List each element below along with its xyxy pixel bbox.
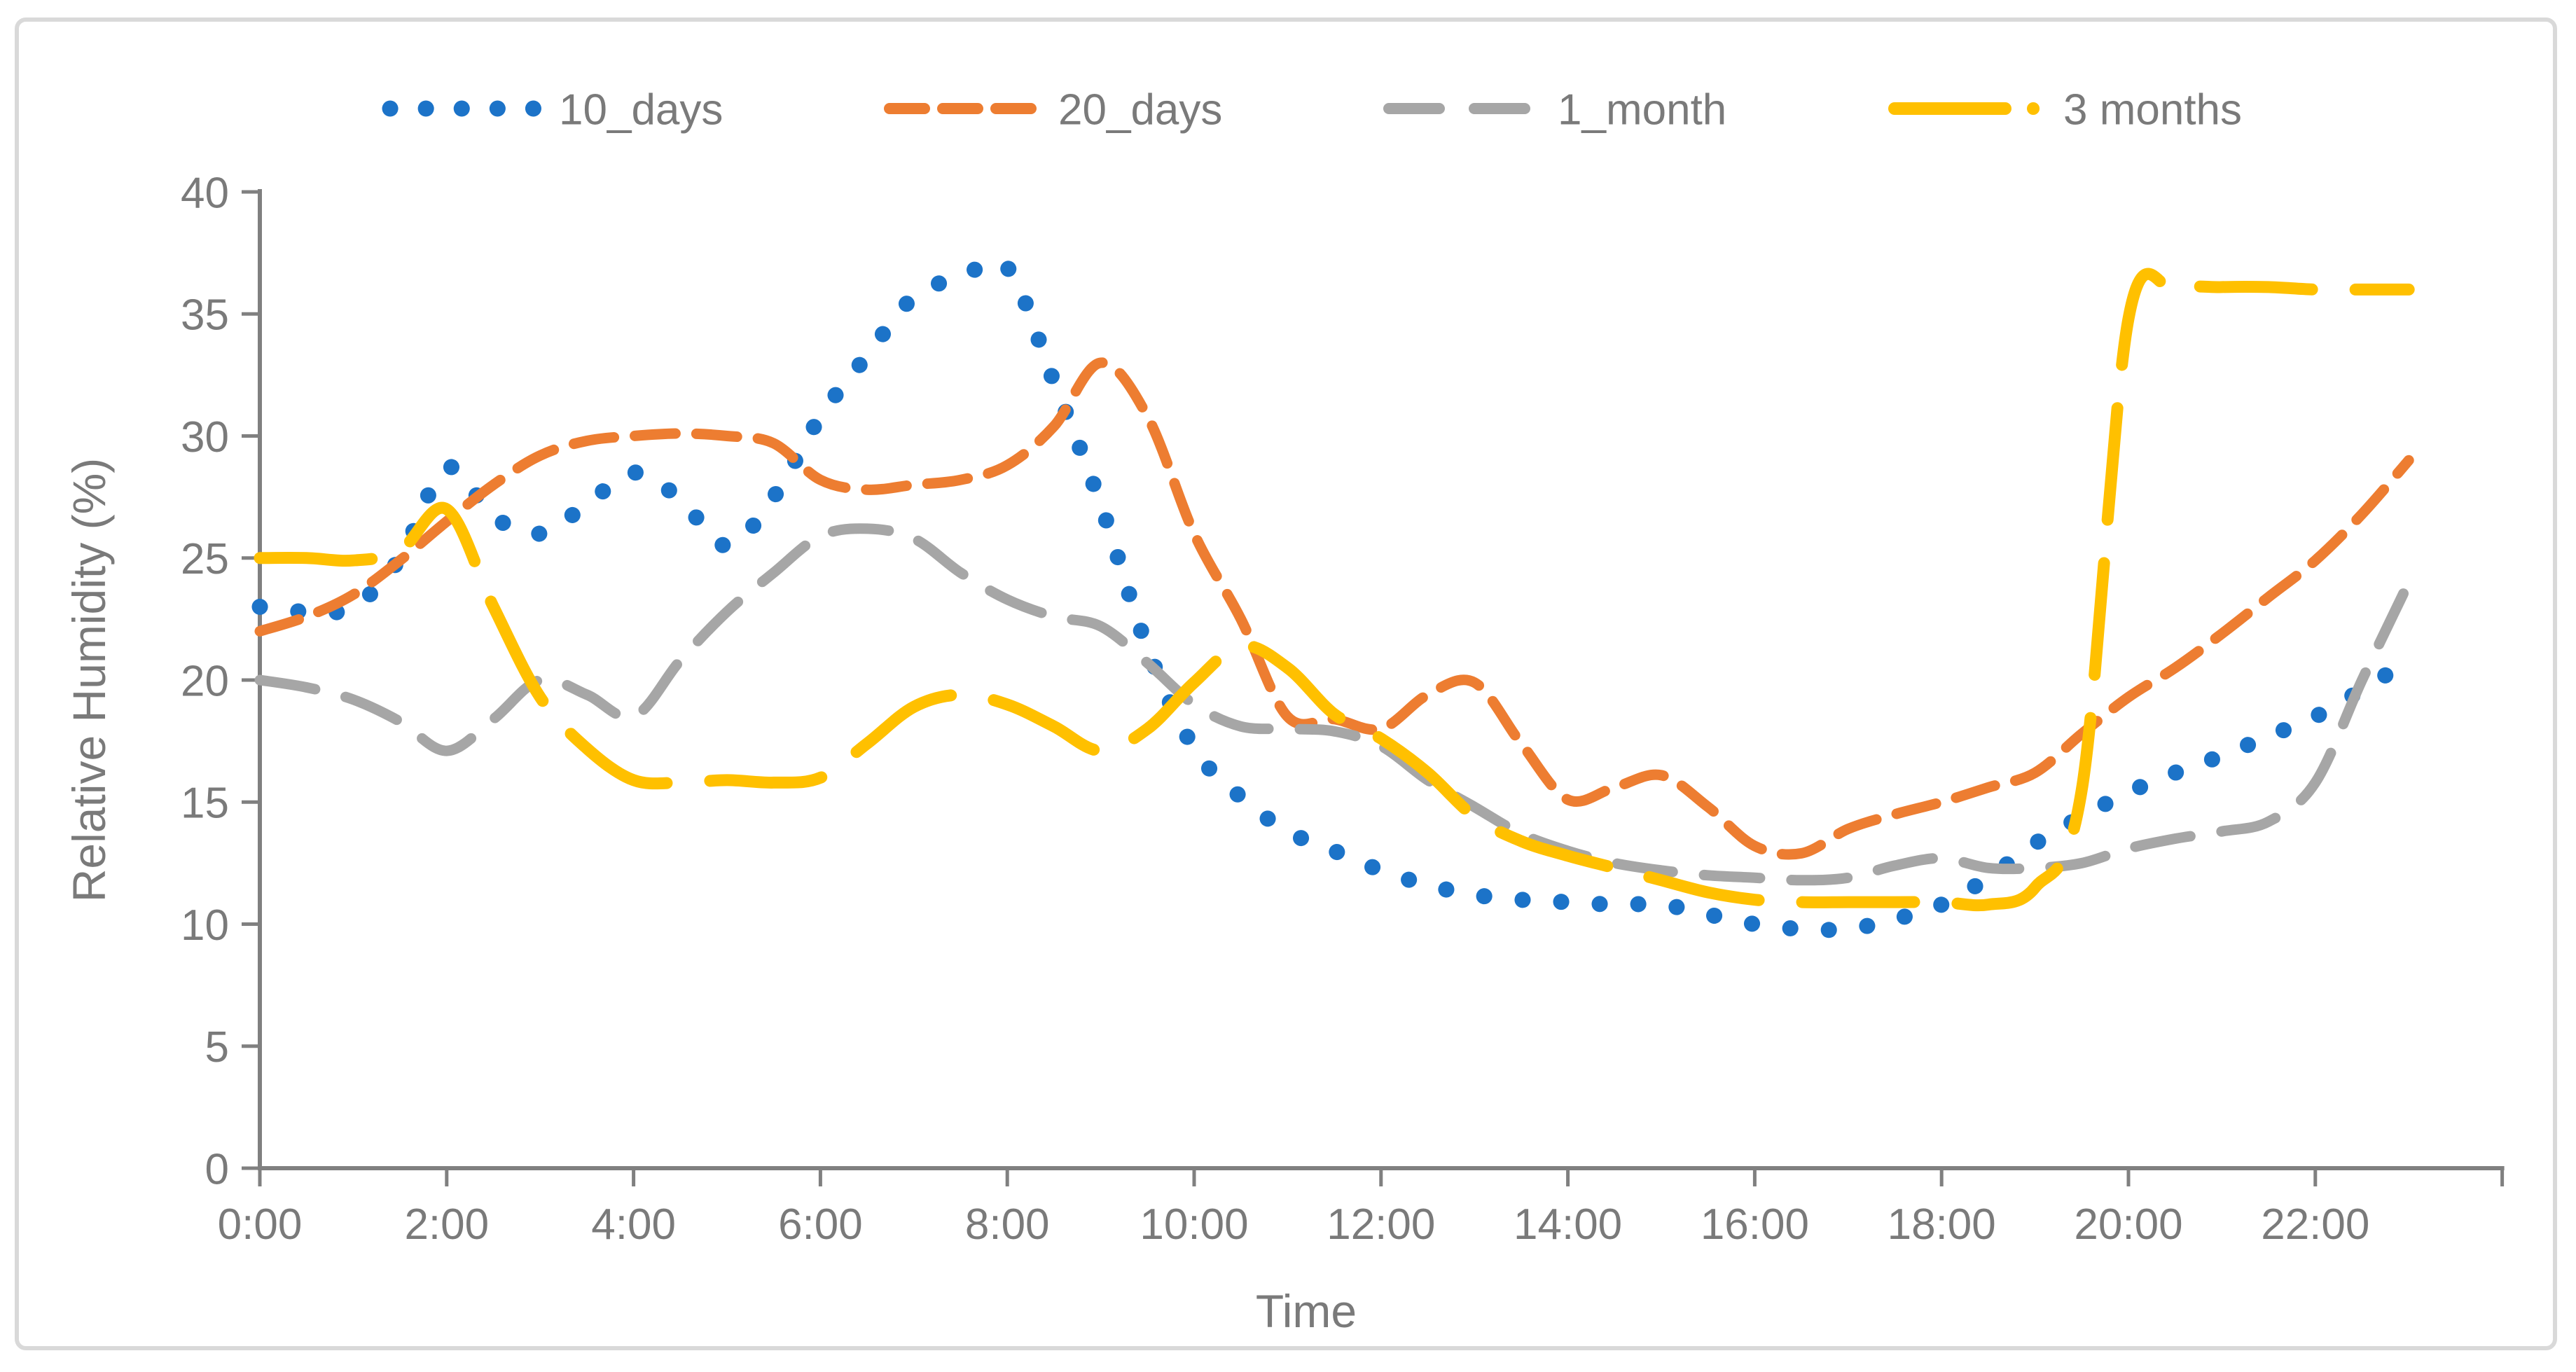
x-tick-label: 10:00 [1140,1200,1248,1249]
y-tick-label: 20 [181,657,229,705]
legend-label-20_days: 20_days [1058,85,1222,134]
y-tick-label: 10 [181,901,229,950]
y-tick-label: 25 [181,535,229,583]
y-tick-label: 0 [205,1145,229,1193]
x-tick-label: 22:00 [2261,1200,2369,1249]
series-line-20_days [254,357,2414,860]
y-axis-title: Relative Humidity (%) [63,458,115,902]
x-tick-label: 14:00 [1514,1200,1622,1249]
legend-label-3_months: 3 months [2063,85,2242,134]
x-tick-label: 16:00 [1701,1200,1809,1249]
series-line-10_days [251,253,2417,938]
series-line-1_month [254,523,2414,886]
x-tick-label: 4:00 [591,1200,676,1249]
x-axis-title: Time [1256,1285,1357,1337]
y-tick-label: 40 [181,169,229,217]
y-tick-label: 30 [181,413,229,462]
series-line-3_months [254,268,2415,912]
legend-label-1_month: 1_month [1558,85,1726,134]
x-tick-label: 18:00 [1888,1200,1996,1249]
y-tick-label: 15 [181,779,229,828]
x-tick-label: 12:00 [1327,1200,1435,1249]
x-tick-label: 0:00 [218,1200,303,1249]
y-tick-label: 35 [181,291,229,340]
x-tick-label: 8:00 [965,1200,1050,1249]
figure-border [15,18,2557,1350]
x-tick-label: 20:00 [2074,1200,2182,1249]
legend-label-10_days: 10_days [559,85,723,134]
y-tick-label: 5 [205,1023,229,1072]
x-tick-label: 2:00 [404,1200,489,1249]
x-tick-label: 6:00 [778,1200,863,1249]
